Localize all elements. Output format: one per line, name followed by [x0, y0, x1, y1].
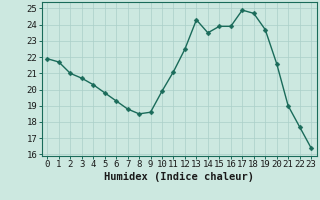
X-axis label: Humidex (Indice chaleur): Humidex (Indice chaleur)	[104, 172, 254, 182]
